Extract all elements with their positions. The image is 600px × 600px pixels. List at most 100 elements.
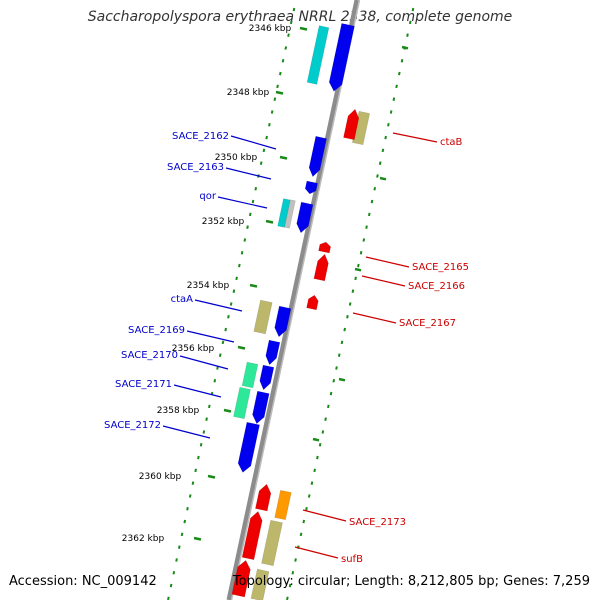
gene-label-forward[interactable]: SACE_2170 (121, 350, 178, 361)
gene-feature[interactable] (252, 390, 270, 425)
ring-dot (387, 122, 390, 127)
ring-dot (197, 455, 200, 460)
gene-feature[interactable] (259, 364, 275, 391)
gene-label-reverse[interactable]: SACE_2173 (349, 517, 406, 528)
ring-dot (310, 481, 314, 485)
label-leader (392, 132, 438, 143)
scale-tick (237, 345, 246, 350)
gene-feature[interactable] (231, 559, 251, 598)
scale-tick (265, 219, 274, 224)
ring-dot (172, 570, 176, 575)
ring-dot (289, 20, 293, 25)
gene-label-forward[interactable]: SACE_2172 (104, 420, 161, 431)
gene-label-reverse[interactable]: SACE_2167 (399, 318, 456, 329)
ring-dot (362, 238, 366, 242)
ring-dot (299, 532, 303, 537)
ring-dot (208, 404, 211, 409)
ring-dot (194, 468, 197, 473)
gene-label-forward[interactable]: qor (199, 191, 216, 202)
gene-feature[interactable] (237, 421, 260, 473)
ring-dot (169, 583, 173, 588)
ring-dot (337, 353, 341, 357)
ring-dot (384, 135, 387, 140)
scale-tick-label: 2360 kbp (139, 472, 182, 482)
ring-dot (288, 583, 292, 588)
gene-feature[interactable] (306, 25, 330, 85)
gene-label-reverse[interactable]: SACE_2166 (408, 281, 465, 292)
gene-feature[interactable] (277, 198, 291, 228)
gene-feature[interactable] (274, 305, 292, 338)
gene-feature[interactable] (308, 135, 327, 178)
ring-dot (329, 391, 333, 396)
ring-dot (291, 570, 295, 575)
gene-feature[interactable] (241, 511, 263, 561)
label-leader (194, 299, 243, 312)
scale-ticks: 2346 kbp 2348 kbp 2350 kbp 2352 kbp 2354 kbp… (122, 7, 415, 600)
scale-tick-label: 2356 kbp (172, 344, 215, 354)
ring-dot (281, 58, 285, 63)
ring-dot (180, 532, 184, 537)
gene-feature[interactable] (304, 180, 318, 195)
label-leader (352, 312, 397, 324)
label-leader (173, 384, 222, 398)
ring-dot (246, 225, 249, 229)
ring-dot (321, 430, 325, 434)
scale-tick (193, 536, 202, 541)
ring-dot (213, 378, 217, 383)
gene-feature[interactable] (318, 241, 332, 254)
ring-dot (270, 110, 274, 114)
gene-feature[interactable] (328, 23, 355, 92)
ring-dot (389, 110, 393, 114)
ring-dash (338, 377, 346, 382)
ring-dot (251, 199, 255, 204)
gene-feature[interactable] (306, 294, 319, 311)
gene-label-reverse[interactable]: sufB (341, 554, 363, 565)
ring-dot (175, 558, 178, 562)
label-leader (162, 425, 211, 439)
gene-label-forward[interactable]: SACE_2169 (128, 325, 185, 336)
ring-dot (202, 430, 206, 434)
ring-dot (268, 122, 271, 127)
scale-tick-label: 2354 kbp (187, 281, 230, 291)
backbone (226, 0, 361, 600)
gene-feature[interactable] (296, 201, 314, 234)
gene-feature[interactable] (241, 361, 259, 389)
gene-feature[interactable] (284, 199, 296, 229)
ring-dot (276, 84, 279, 89)
gene-feature[interactable] (255, 483, 272, 512)
gene-feature[interactable] (250, 568, 270, 600)
gene-feature[interactable] (265, 339, 281, 366)
label-leader (186, 330, 235, 343)
gene-feature[interactable] (253, 299, 273, 335)
gene-label-forward[interactable]: SACE_2163 (167, 162, 224, 173)
ring-dot (307, 494, 311, 498)
scale-tick-label: 2348 kbp (227, 88, 270, 98)
gene-feature[interactable] (274, 489, 292, 521)
ring-dot (224, 327, 228, 332)
gene-label-forward[interactable]: SACE_2171 (115, 379, 172, 390)
gene-feature[interactable] (313, 253, 329, 282)
ring-dot (265, 135, 268, 140)
label-leader (361, 275, 406, 287)
gene-label-forward[interactable]: SACE_2162 (172, 131, 229, 142)
gene-label-reverse[interactable]: SACE_2165 (412, 262, 469, 273)
gene-feature[interactable] (261, 519, 283, 567)
gene-label-forward[interactable]: ctaA (171, 294, 194, 305)
label-leader (225, 167, 272, 180)
gene-feature[interactable] (343, 108, 360, 141)
ring-dot (313, 468, 316, 473)
ring-dot (216, 366, 219, 370)
ring-dot (332, 378, 336, 383)
ring-dot (284, 46, 288, 50)
ring-dot (365, 225, 368, 229)
ring-dot (232, 289, 236, 293)
gene-label-reverse[interactable]: ctaB (440, 137, 463, 148)
ring-dot (254, 186, 258, 191)
ring-dot (327, 404, 330, 409)
ring-dot (318, 442, 322, 447)
ring-dot (373, 186, 377, 191)
scale-tick-label: 2362 kbp (122, 534, 165, 544)
gene-feature[interactable] (233, 386, 251, 420)
